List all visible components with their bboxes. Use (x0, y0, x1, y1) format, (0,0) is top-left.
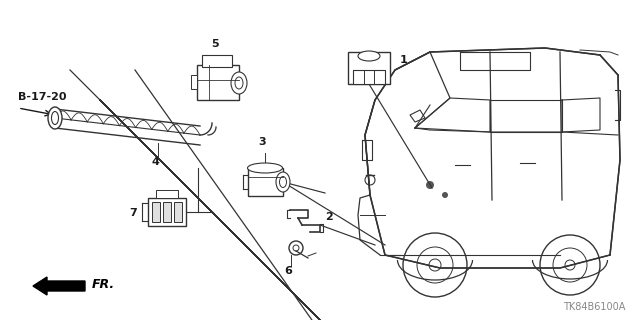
Bar (174, 202, 182, 222)
Text: 6: 6 (284, 266, 292, 276)
Ellipse shape (276, 172, 290, 192)
Circle shape (426, 181, 434, 189)
Bar (353, 70, 385, 84)
Ellipse shape (235, 77, 243, 89)
Bar (148, 198, 186, 226)
Text: 3: 3 (258, 137, 266, 147)
Bar (202, 55, 232, 67)
Text: 7: 7 (129, 208, 137, 218)
Ellipse shape (248, 163, 282, 173)
Text: 4: 4 (151, 157, 159, 167)
Bar (248, 168, 283, 196)
Ellipse shape (51, 111, 58, 124)
Text: FR.: FR. (92, 277, 115, 291)
FancyArrow shape (33, 277, 85, 295)
Text: 5: 5 (211, 39, 219, 49)
Ellipse shape (280, 177, 287, 188)
Bar (197, 65, 239, 100)
Circle shape (442, 192, 448, 198)
Bar (163, 202, 171, 222)
Bar (191, 75, 197, 89)
Text: 2: 2 (325, 212, 333, 222)
Text: 1: 1 (400, 55, 408, 65)
Bar (156, 190, 178, 198)
Text: TK84B6100A: TK84B6100A (563, 302, 625, 312)
Ellipse shape (231, 72, 247, 94)
Bar (152, 202, 160, 222)
Bar (348, 52, 390, 84)
Ellipse shape (48, 107, 62, 129)
Text: B-17-20: B-17-20 (18, 92, 67, 102)
Ellipse shape (358, 51, 380, 61)
